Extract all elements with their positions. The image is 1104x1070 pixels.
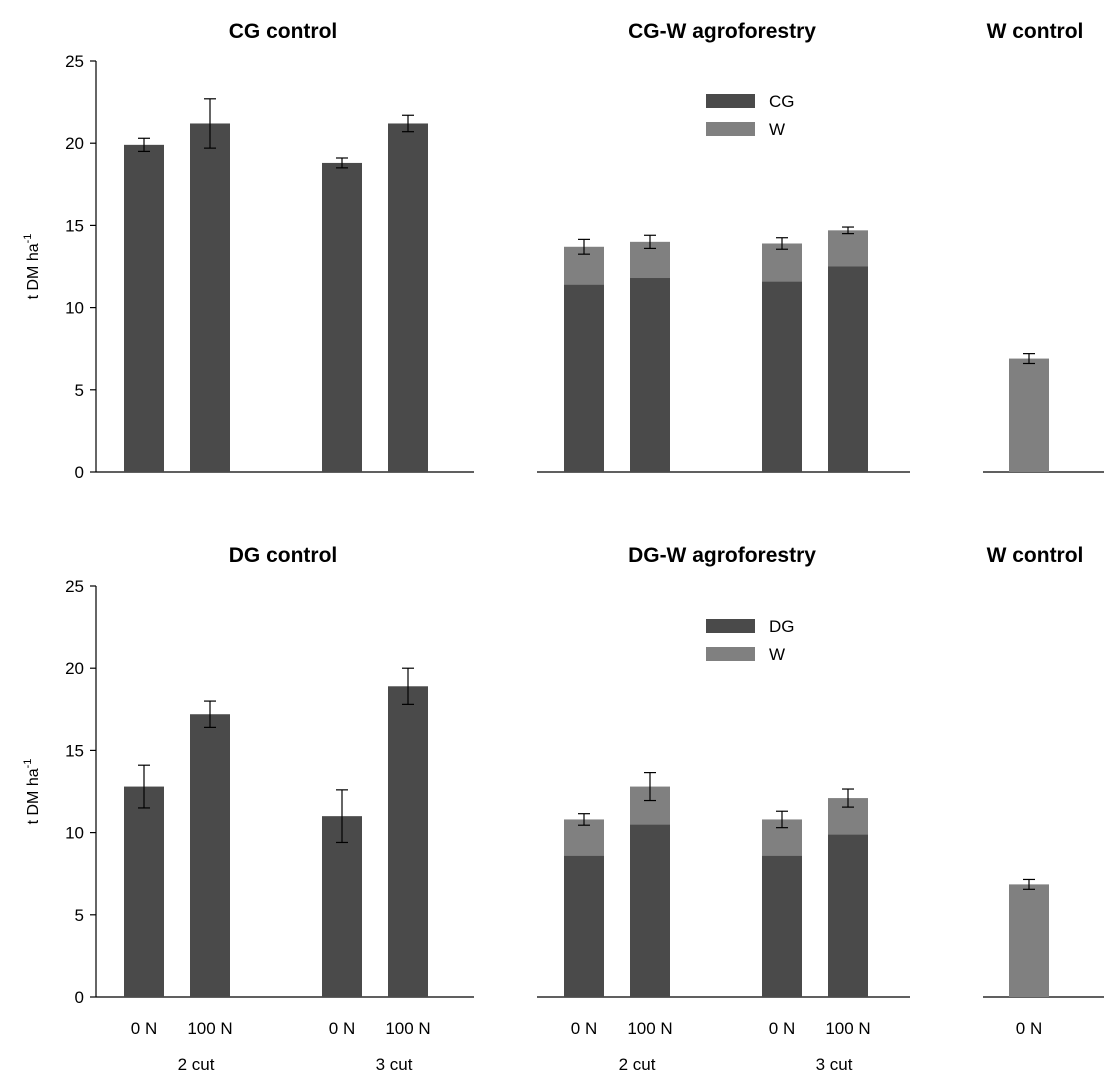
panel-dg-control: DG control 0 5 10 15 20 25 t DM ha-1 0 N 100 N 0 N… bbox=[22, 544, 474, 1070]
panel-title: DG-W agroforestry bbox=[628, 544, 816, 567]
bar-dg bbox=[630, 824, 670, 997]
bar-cg bbox=[828, 266, 868, 472]
y-axis-label-main: t DM ha bbox=[25, 243, 42, 299]
legend: DG W bbox=[706, 617, 795, 664]
category-label: 100 N bbox=[385, 1019, 430, 1038]
bar-dg bbox=[564, 855, 604, 997]
panel-title: W control bbox=[987, 544, 1084, 567]
legend: CG W bbox=[706, 92, 795, 139]
category-label: 100 N bbox=[627, 1019, 672, 1038]
bar-dg bbox=[828, 834, 868, 997]
panel-w-control: W control bbox=[983, 20, 1104, 473]
bar bbox=[124, 144, 164, 472]
y-tick-label: 10 bbox=[65, 299, 84, 318]
panel-cg-control: CG control 0 5 10 15 20 25 t DM ha-1 bbox=[22, 20, 474, 482]
bar bbox=[190, 714, 230, 997]
bar bbox=[388, 686, 428, 997]
bar bbox=[322, 816, 362, 997]
legend-label-w: W bbox=[769, 120, 785, 139]
legend-swatch-w bbox=[706, 122, 755, 136]
bar bbox=[388, 123, 428, 473]
bar-w bbox=[828, 230, 868, 267]
y-tick-label: 0 bbox=[75, 988, 84, 1007]
panel-title: CG control bbox=[229, 20, 338, 43]
category-label: 0 N bbox=[769, 1019, 795, 1038]
bar-cg bbox=[630, 278, 670, 472]
y-tick-label: 15 bbox=[65, 216, 84, 235]
group-label: 3 cut bbox=[376, 1055, 413, 1070]
category-label: 100 N bbox=[187, 1019, 232, 1038]
legend-swatch-cg bbox=[706, 94, 755, 108]
y-tick-label: 5 bbox=[75, 906, 84, 925]
category-label: 0 N bbox=[329, 1019, 355, 1038]
y-axis-label: t DM ha-1 bbox=[22, 234, 42, 300]
bar bbox=[190, 123, 230, 473]
bar bbox=[124, 786, 164, 997]
category-label: 0 N bbox=[131, 1019, 157, 1038]
category-label: 100 N bbox=[825, 1019, 870, 1038]
y-axis-label: t DM ha-1 bbox=[22, 759, 42, 825]
legend-swatch-w bbox=[706, 647, 755, 661]
legend-label-dg: DG bbox=[769, 617, 795, 636]
bar-cg bbox=[564, 284, 604, 472]
group-label: 2 cut bbox=[178, 1055, 215, 1070]
y-axis-label-sup: -1 bbox=[22, 759, 34, 769]
panel-title: W control bbox=[987, 20, 1084, 43]
y-tick-label: 20 bbox=[65, 659, 84, 678]
y-tick-label: 5 bbox=[75, 381, 84, 400]
y-tick-label: 15 bbox=[65, 741, 84, 760]
y-tick-label: 25 bbox=[65, 52, 84, 71]
y-axis-label-sup: -1 bbox=[22, 234, 34, 244]
group-label: 2 cut bbox=[619, 1055, 656, 1070]
bar bbox=[1009, 884, 1049, 997]
panel-title: DG control bbox=[229, 544, 338, 567]
bar bbox=[322, 162, 362, 473]
legend-label-w: W bbox=[769, 645, 785, 664]
panel-w-control: W control 0 N bbox=[983, 544, 1104, 1038]
panel-cg-w-agroforestry: CG-W agroforestry CG W bbox=[537, 20, 910, 473]
category-label: 0 N bbox=[1016, 1019, 1042, 1038]
y-tick-label: 20 bbox=[65, 134, 84, 153]
group-label: 3 cut bbox=[816, 1055, 853, 1070]
panel-dg-w-agroforestry: DG-W agroforestry 0 N 100 N 0 N 100 N 2 cut 3 … bbox=[537, 544, 910, 1070]
bar-dg bbox=[762, 855, 802, 997]
legend-swatch-dg bbox=[706, 619, 755, 633]
bar bbox=[1009, 358, 1049, 472]
y-tick-label: 0 bbox=[75, 463, 84, 482]
panel-title: CG-W agroforestry bbox=[628, 20, 816, 43]
category-label: 0 N bbox=[571, 1019, 597, 1038]
y-tick-label: 25 bbox=[65, 577, 84, 596]
legend-label-cg: CG bbox=[769, 92, 795, 111]
y-axis-label-main: t DM ha bbox=[25, 768, 42, 824]
y-tick-label: 10 bbox=[65, 824, 84, 843]
bar-cg bbox=[762, 281, 802, 472]
